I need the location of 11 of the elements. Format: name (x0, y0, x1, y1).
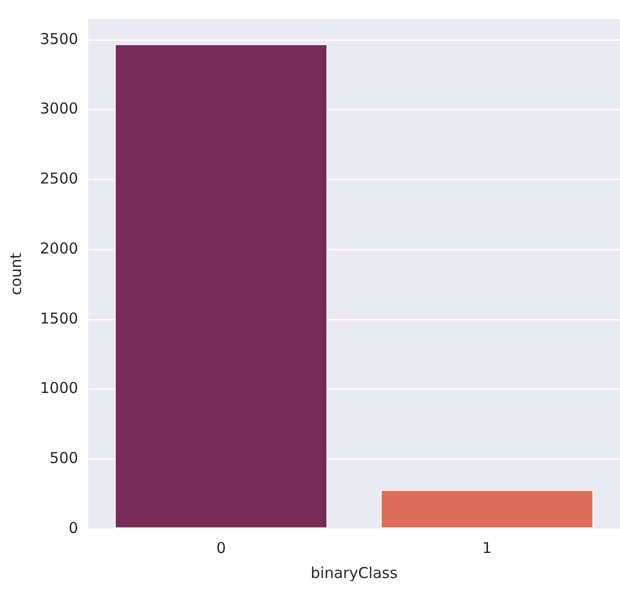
y-tick-label: 1500 (40, 309, 78, 328)
y-tick-label: 3500 (40, 30, 78, 48)
x-axis-title: binaryClass (310, 564, 398, 582)
y-tick-label: 1000 (40, 379, 78, 398)
y-tick-label: 2000 (40, 239, 78, 258)
y-tick-label: 3000 (40, 100, 78, 118)
x-tick-label: 1 (482, 538, 492, 557)
y-tick-label: 500 (50, 449, 78, 468)
y-tick-label: 0 (68, 518, 78, 537)
y-axis-title: count (6, 252, 25, 296)
y-tick-label: 2500 (40, 170, 78, 188)
